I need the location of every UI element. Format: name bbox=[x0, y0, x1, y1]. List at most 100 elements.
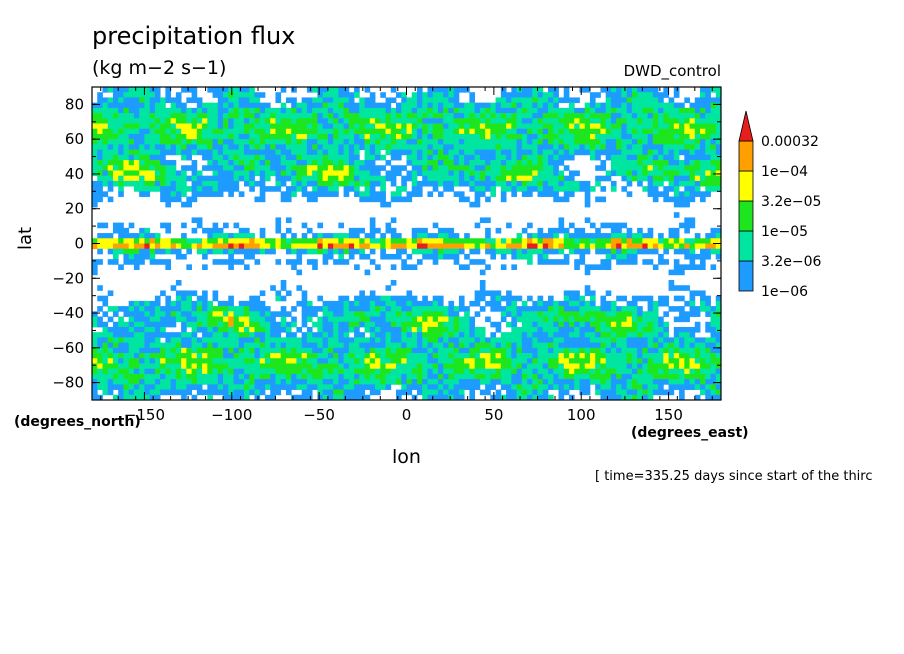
field-cell bbox=[128, 384, 135, 390]
field-cell bbox=[175, 280, 182, 286]
field-cell bbox=[102, 128, 109, 135]
field-cell bbox=[123, 123, 130, 130]
field-cell bbox=[595, 196, 601, 203]
field-cell bbox=[238, 353, 245, 359]
field-cell bbox=[422, 321, 428, 328]
field-cell bbox=[406, 128, 413, 135]
field-cell bbox=[375, 342, 381, 349]
field-cell bbox=[375, 102, 381, 109]
field-cell bbox=[348, 149, 355, 156]
field-cell bbox=[191, 358, 198, 364]
field-cell bbox=[705, 118, 711, 124]
field-cell bbox=[118, 149, 124, 156]
field-cell bbox=[170, 321, 177, 328]
field-cell bbox=[485, 118, 491, 124]
field-cell bbox=[684, 300, 690, 307]
field-cell bbox=[616, 368, 622, 375]
field-cell bbox=[112, 227, 119, 234]
field-cell bbox=[102, 113, 109, 119]
field-cell bbox=[700, 154, 706, 161]
field-cell bbox=[679, 107, 685, 114]
field-cell bbox=[668, 175, 675, 182]
field-cell bbox=[228, 186, 234, 192]
field-cell bbox=[259, 92, 266, 98]
field-cell bbox=[364, 321, 371, 328]
field-cell bbox=[312, 379, 318, 385]
field-cell bbox=[595, 154, 601, 161]
field-cell bbox=[327, 113, 334, 119]
field-cell bbox=[343, 149, 350, 156]
field-cell bbox=[705, 363, 711, 370]
field-cell bbox=[684, 243, 690, 250]
field-cell bbox=[553, 123, 559, 130]
field-cell bbox=[181, 222, 187, 229]
field-cell bbox=[668, 353, 675, 359]
field-cell bbox=[181, 332, 187, 338]
field-cell bbox=[223, 123, 229, 130]
field-cell bbox=[133, 107, 140, 114]
field-cell bbox=[259, 243, 266, 250]
field-cell bbox=[133, 123, 140, 130]
field-cell bbox=[647, 373, 654, 380]
field-cell bbox=[249, 379, 255, 385]
field-cell bbox=[495, 347, 502, 354]
field-cell bbox=[652, 97, 659, 104]
field-cell bbox=[527, 379, 533, 385]
field-cell bbox=[133, 139, 140, 145]
field-cell bbox=[385, 384, 392, 390]
field-cell bbox=[631, 92, 638, 98]
field-cell bbox=[448, 300, 455, 307]
field-cell bbox=[312, 358, 318, 364]
field-cell bbox=[207, 175, 213, 182]
field-cell bbox=[684, 144, 690, 150]
field-cell bbox=[689, 243, 696, 250]
field-cell bbox=[715, 295, 721, 302]
field-cell bbox=[500, 373, 507, 380]
field-cell bbox=[652, 238, 659, 244]
field-cell bbox=[479, 290, 486, 297]
field-cell bbox=[579, 133, 586, 140]
field-cell bbox=[647, 107, 654, 114]
field-cell bbox=[401, 139, 407, 145]
field-cell bbox=[595, 337, 601, 344]
field-cell bbox=[416, 107, 423, 114]
field-cell bbox=[684, 123, 690, 130]
field-cell bbox=[647, 311, 654, 317]
field-cell bbox=[385, 332, 392, 338]
field-cell bbox=[369, 290, 376, 297]
field-cell bbox=[511, 300, 517, 307]
field-cell bbox=[165, 337, 172, 344]
field-cell bbox=[579, 358, 586, 364]
field-cell bbox=[453, 326, 460, 333]
field-cell bbox=[212, 259, 219, 265]
field-cell bbox=[223, 128, 229, 135]
field-cell bbox=[416, 321, 423, 328]
field-cell bbox=[380, 311, 386, 317]
field-cell bbox=[212, 347, 219, 354]
field-cell bbox=[411, 295, 418, 302]
field-cell bbox=[448, 248, 455, 255]
field-cell bbox=[154, 379, 161, 385]
field-cell bbox=[684, 160, 690, 166]
field-cell bbox=[427, 165, 434, 171]
field-cell bbox=[568, 353, 575, 359]
field-cell bbox=[605, 107, 612, 114]
field-cell bbox=[312, 311, 318, 317]
field-cell bbox=[359, 113, 365, 119]
field-cell bbox=[254, 332, 261, 338]
field-cell bbox=[154, 316, 161, 323]
field-cell bbox=[123, 180, 130, 187]
field-cell bbox=[133, 238, 140, 244]
field-cell bbox=[658, 373, 664, 380]
field-cell bbox=[521, 128, 528, 135]
field-cell bbox=[679, 311, 685, 317]
field-cell bbox=[705, 368, 711, 375]
field-cell bbox=[364, 300, 371, 307]
field-cell bbox=[406, 300, 413, 307]
field-cell bbox=[485, 342, 491, 349]
field-cell bbox=[112, 253, 119, 260]
field-cell bbox=[658, 243, 664, 250]
field-cell bbox=[506, 321, 512, 328]
field-cell bbox=[700, 97, 706, 104]
field-cell bbox=[301, 186, 308, 192]
